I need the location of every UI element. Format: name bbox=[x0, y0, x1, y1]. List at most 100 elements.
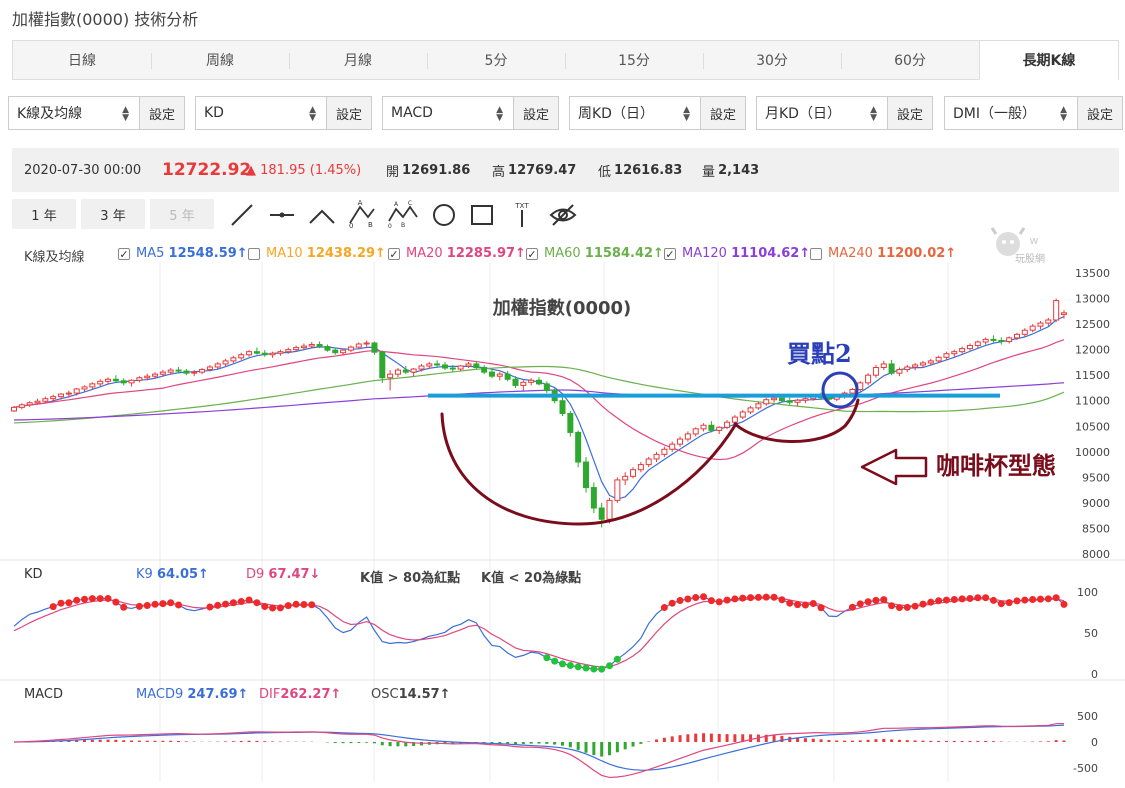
ma10-checkbox[interactable] bbox=[248, 248, 260, 260]
brand-w: w bbox=[1030, 234, 1039, 247]
ma5-line bbox=[13, 315, 1065, 500]
candle-body bbox=[1021, 329, 1028, 335]
kd-red-dot bbox=[935, 597, 943, 605]
indicator3-settings-button[interactable]: 設定 bbox=[700, 97, 745, 129]
kd-green-dot bbox=[590, 665, 598, 673]
range-1y-button[interactable]: 1 年 bbox=[12, 199, 76, 229]
low-label: 低 bbox=[598, 164, 612, 180]
candle-body bbox=[105, 378, 112, 382]
angle-tool-icon[interactable] bbox=[308, 201, 336, 229]
kd-red-dot bbox=[1013, 597, 1021, 605]
kd-red-dot bbox=[206, 603, 214, 611]
indicator1-select[interactable]: KD ▲ ▼ bbox=[196, 97, 326, 129]
candle-body bbox=[1045, 319, 1052, 324]
quote-bar: 2020-07-30 00:00 12722.92 ▲ 181.95 (1.45… bbox=[12, 148, 1119, 192]
ma5-checkbox[interactable]: ✓ bbox=[118, 248, 130, 261]
kd-red-dot bbox=[214, 601, 222, 609]
ma10-name: MA10 bbox=[266, 246, 303, 261]
candle-body bbox=[246, 351, 253, 356]
tab-monthly[interactable]: 月線 bbox=[289, 41, 427, 79]
tab-long-term[interactable]: 長期K線 bbox=[979, 41, 1118, 80]
chart-title: 加權指數(0000) bbox=[492, 297, 632, 319]
kd-green-dot bbox=[551, 657, 559, 665]
ma-legend-title: K線及均線 bbox=[24, 250, 85, 265]
ma240-label: MA240 11200.02↑ bbox=[828, 246, 956, 261]
hide-drawings-icon[interactable] bbox=[548, 201, 578, 229]
kd-red-dot bbox=[308, 601, 316, 609]
indicator2-select[interactable]: MACD ▲ ▼ bbox=[383, 97, 513, 129]
candle-body bbox=[89, 383, 96, 388]
kd-red-dot bbox=[1005, 599, 1013, 607]
candle-body bbox=[402, 369, 409, 373]
tab-daily[interactable]: 日線 bbox=[68, 53, 96, 69]
indicator2-settings-button[interactable]: 設定 bbox=[513, 97, 558, 129]
ma60-checkbox[interactable]: ✓ bbox=[526, 248, 538, 261]
tab-60min[interactable]: 60分 bbox=[841, 41, 979, 79]
price-tick-label: 13000 bbox=[1075, 293, 1110, 306]
tab-weekly[interactable]: 周線 bbox=[151, 41, 289, 79]
kd-red-dot bbox=[167, 599, 175, 607]
ma20-checkbox[interactable]: ✓ bbox=[388, 248, 400, 261]
kd-k-value: 64.05↑ bbox=[156, 567, 209, 582]
candle-body bbox=[371, 342, 378, 353]
main-chart-select[interactable]: K線及均線 ▲ ▼ bbox=[9, 97, 139, 129]
tab-15min[interactable]: 15分 bbox=[565, 41, 703, 79]
kd-red-dot bbox=[1052, 594, 1060, 602]
candle-body bbox=[465, 363, 472, 367]
candle-body bbox=[199, 369, 206, 373]
indicator4-settings-button[interactable]: 設定 bbox=[887, 97, 932, 129]
ma120-checkbox[interactable]: ✓ bbox=[664, 248, 676, 261]
text-tool-icon[interactable]: TXT bbox=[508, 201, 536, 229]
kd-red-dot bbox=[81, 595, 89, 603]
d-line bbox=[13, 597, 1065, 668]
indicator1-settings-button[interactable]: 設定 bbox=[326, 97, 371, 129]
ma10-value: 12438.29↑ bbox=[306, 246, 386, 261]
price-chart[interactable]: 1350013000125001200011500110001050010000… bbox=[0, 262, 1125, 788]
kd-red-dot bbox=[770, 593, 778, 601]
kd-red-dot bbox=[229, 599, 237, 607]
candle-body bbox=[1006, 337, 1013, 342]
indicator4-select[interactable]: 月KD（日） ▲ ▼ bbox=[757, 97, 887, 129]
indicator-selector-row: K線及均線 ▲ ▼ 設定 KD ▲ ▼ 設定 MACD ▲ ▼ 設定 周KD（日） ▲ ▼ 設定… bbox=[8, 96, 1123, 130]
candle-body bbox=[637, 464, 644, 471]
rectangle-tool-icon[interactable] bbox=[468, 201, 496, 229]
kd-d-legend: D9 67.47↓ bbox=[246, 567, 320, 582]
range-5y-button[interactable]: 5 年 bbox=[150, 199, 214, 229]
handle-curve bbox=[733, 398, 860, 443]
main-chart-settings-button[interactable]: 設定 bbox=[139, 97, 184, 129]
candle-body bbox=[410, 368, 417, 373]
line-tool-icon[interactable] bbox=[228, 201, 256, 229]
cup-curve bbox=[440, 412, 738, 526]
candle-body bbox=[669, 443, 676, 450]
tab-5min[interactable]: 5分 bbox=[427, 41, 565, 79]
ma240-checkbox[interactable] bbox=[810, 248, 822, 260]
candle-body bbox=[73, 388, 80, 394]
tab-30min[interactable]: 30分 bbox=[703, 41, 841, 79]
kd-red-dot bbox=[950, 595, 958, 603]
indicator2-selector-group: MACD ▲ ▼ 設定 bbox=[382, 96, 559, 130]
macd-panel: 500 0 -500 bbox=[13, 710, 1098, 779]
pattern-label: 咖啡杯型態 bbox=[936, 451, 1056, 480]
candle-body bbox=[865, 374, 872, 384]
ma120-line bbox=[13, 382, 1065, 421]
indicator5-select[interactable]: DMI（一般） ▲ ▼ bbox=[945, 97, 1077, 129]
candle-body bbox=[387, 373, 394, 379]
main-chart-select-value: K線及均線 bbox=[17, 106, 83, 122]
dif-value: 262.27↑ bbox=[280, 687, 342, 702]
abcd-pattern-tool-icon[interactable]: A C 0 B bbox=[386, 197, 420, 229]
kd-red-dot bbox=[668, 599, 676, 607]
candle-body bbox=[614, 479, 621, 501]
price-tick-label: 8500 bbox=[1082, 522, 1110, 535]
circle-tool-icon[interactable] bbox=[430, 201, 458, 229]
indicator3-select[interactable]: 周KD（日） ▲ ▼ bbox=[570, 97, 700, 129]
candle-body bbox=[622, 475, 629, 481]
kd-red-dot bbox=[143, 601, 151, 609]
abc-pattern-tool-icon[interactable]: A 0 B bbox=[346, 197, 378, 229]
candle-body bbox=[175, 369, 182, 372]
kd-red-dot bbox=[864, 598, 872, 606]
candle-body bbox=[880, 363, 887, 369]
horizontal-line-tool-icon[interactable] bbox=[268, 201, 296, 229]
range-3y-button[interactable]: 3 年 bbox=[81, 199, 145, 229]
indicator5-settings-button[interactable]: 設定 bbox=[1077, 97, 1122, 129]
candle-body bbox=[1053, 300, 1060, 321]
